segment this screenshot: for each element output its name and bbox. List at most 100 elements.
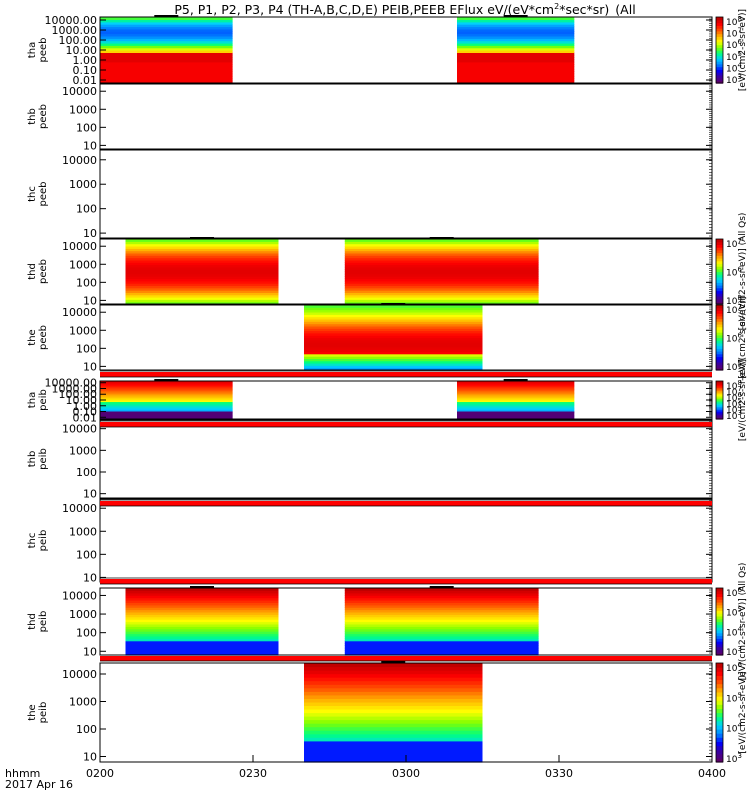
y-tick-label: 100 (76, 342, 97, 355)
colorbar-cell (716, 618, 723, 623)
spectrogram-cell (100, 42, 233, 46)
y-tick-label: 100 (76, 466, 97, 479)
colorbar-cell (716, 716, 723, 722)
spectrogram-cell (344, 259, 539, 263)
colorbar-cell (716, 276, 723, 281)
spectrogram-cell (457, 45, 575, 49)
colorbar-cell (716, 72, 723, 76)
colorbar-cell (716, 741, 723, 747)
colorbar-cell (716, 396, 723, 399)
colorbar-cell (716, 287, 723, 292)
burst-marker (381, 661, 406, 663)
colorbar-cell (716, 704, 723, 709)
y-tick-label: 10 (83, 751, 97, 764)
colorbar-cell (716, 627, 723, 631)
colorbar-cell (716, 63, 723, 68)
spectrogram-cell (100, 50, 233, 53)
spectrogram-cell (344, 290, 539, 293)
spectrogram-cell (304, 691, 483, 696)
colorbar-cell (716, 724, 723, 730)
spectrogram-cell (344, 246, 539, 249)
spectrogram-cell (100, 28, 233, 32)
colorbar-label: [eV/(cm2-s-sr-eV)] (All Qs) (738, 213, 748, 331)
spectrogram-cell (457, 404, 575, 407)
colorbar-cell (716, 315, 723, 320)
colorbar-cell (716, 610, 723, 614)
y-tick-label: 1.00 (73, 400, 98, 413)
colorbar-tick-label: 105 (726, 360, 742, 373)
spectrogram-cell (125, 611, 279, 615)
burst-marker (503, 15, 528, 17)
colorbar-cell (716, 382, 723, 385)
colorbar-cell (716, 663, 723, 668)
spectrogram-cell (304, 705, 483, 710)
spectrogram-cell (304, 737, 483, 742)
spectrogram-cell (304, 730, 483, 735)
colorbar-cell (716, 50, 723, 54)
y-tick-label: 10 (83, 139, 97, 152)
colorbar-cell (716, 593, 723, 597)
x-axis-label-line2: 2017 Apr 16 (5, 778, 74, 791)
spectrogram-cell (304, 316, 483, 320)
colorbar-cell (716, 652, 723, 656)
y-tick-label: 0.10 (73, 64, 98, 77)
spectrogram-cell (100, 405, 233, 408)
spectrogram-cell (125, 633, 279, 637)
colorbar-tick-label: 108 (726, 15, 742, 28)
colorbar-cell (716, 28, 723, 32)
panel-label-product: peeb (38, 38, 49, 63)
y-tick-label: 10000.00 (45, 377, 98, 390)
spectrogram-cell (125, 271, 279, 275)
spectrogram-cell (344, 273, 539, 277)
spectrogram-cell (100, 413, 233, 416)
colorbar-cell (716, 44, 723, 48)
y-tick-label: 100 (76, 276, 97, 289)
colorbar-cell (716, 409, 723, 412)
spectrogram-cell (344, 283, 539, 286)
spectrogram-cell (100, 395, 233, 398)
spectrogram-cell (457, 17, 575, 20)
spectrogram-cell (304, 332, 483, 336)
panel-frame (99, 419, 713, 499)
spectrogram-cell (457, 382, 575, 385)
spectrogram-cell (457, 66, 575, 70)
colorbar-label: [eV/(cm2-s-sr-eV)] (738, 9, 748, 91)
panel-label-product: peib (38, 448, 49, 470)
colorbar-cell (716, 351, 723, 355)
spectrogram-cell (304, 723, 483, 728)
x-tick-label: 0400 (698, 767, 726, 780)
spectrogram-cell (100, 416, 233, 419)
colorbar-cell (716, 239, 723, 243)
colorbar-cell (716, 700, 723, 705)
spectrogram-cell (457, 31, 575, 35)
y-tick-label: 1000.00 (52, 24, 98, 37)
colorbar-cell (716, 393, 723, 396)
colorbar-cell (716, 590, 723, 595)
spectrogram-cell (457, 400, 575, 402)
y-tick-label: 10 (83, 227, 97, 240)
y-tick-label: 10000 (62, 589, 97, 602)
y-tick-label: 10000 (62, 154, 97, 167)
spectrogram-cell (125, 246, 279, 249)
spectrogram-cell (100, 21, 233, 25)
spectrogram-cell (344, 650, 539, 654)
colorbar-cell (716, 77, 723, 81)
spectrogram-cell (457, 393, 575, 396)
colorbar-cell (716, 55, 723, 59)
panel-frame (99, 304, 713, 371)
spectrogram-cell (457, 405, 575, 408)
spectrogram-cell (100, 410, 233, 413)
spectrogram-cell (344, 588, 539, 591)
spectrogram-cell (457, 412, 575, 415)
spectrogram-cell (125, 285, 279, 289)
spectrogram-cell (344, 640, 539, 644)
colorbar-cell (716, 632, 723, 637)
x-axis-label-line1: hhmm (5, 767, 41, 780)
spectrogram-cell (100, 73, 233, 77)
spectrogram-cell (100, 17, 233, 20)
spectrogram-cell (457, 68, 575, 72)
spectrogram-cell (100, 66, 233, 70)
x-tick-label: 0200 (86, 767, 114, 780)
panel-label-product: peeb (38, 259, 49, 284)
spectrogram-cell (125, 301, 279, 305)
